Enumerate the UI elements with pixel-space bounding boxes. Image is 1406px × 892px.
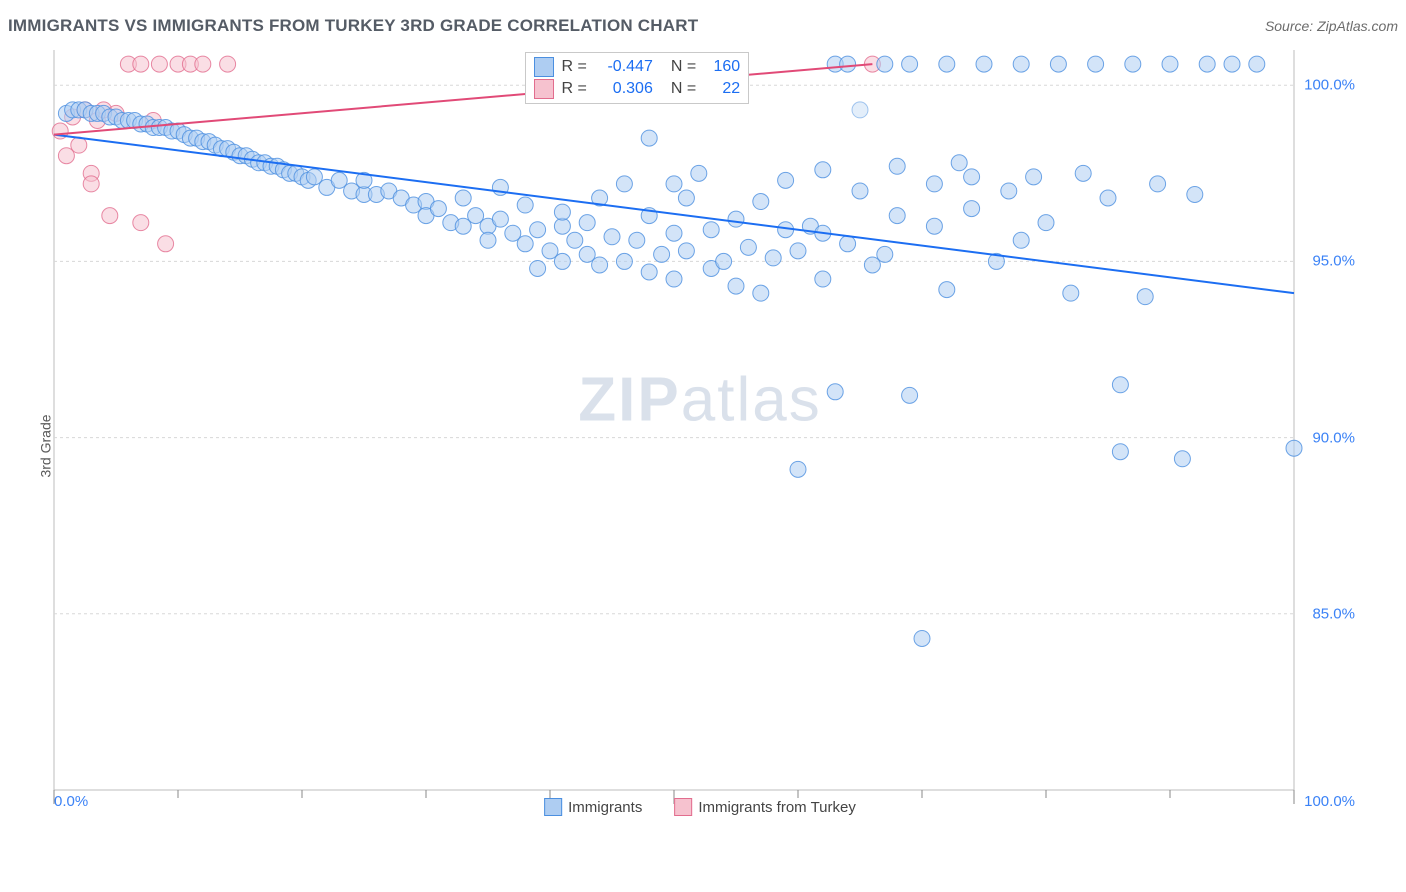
y-axis-tick-label: 85.0% — [1312, 605, 1355, 622]
legend-item: Immigrants — [544, 798, 642, 816]
legend-swatch — [544, 798, 562, 816]
scatter-plot-svg — [50, 46, 1350, 816]
legend-swatch — [674, 798, 692, 816]
bottom-legend: Immigrants Immigrants from Turkey — [544, 798, 856, 816]
stat-r-value: -0.447 — [595, 58, 653, 76]
chart-title: IMMIGRANTS VS IMMIGRANTS FROM TURKEY 3RD… — [8, 16, 698, 36]
stat-swatch — [534, 57, 554, 77]
stat-row: R = 0.306 N = 22 — [534, 79, 741, 99]
stat-n-value: 22 — [704, 80, 740, 98]
stat-n-value: 160 — [704, 58, 740, 76]
stat-swatch — [534, 79, 554, 99]
stat-r-label: R = — [562, 58, 587, 76]
stat-n-label: N = — [671, 58, 696, 76]
source-attribution: Source: ZipAtlas.com — [1265, 18, 1398, 34]
y-axis-tick-label: 95.0% — [1312, 253, 1355, 270]
legend-label: Immigrants — [568, 799, 642, 816]
stat-r-label: R = — [562, 80, 587, 98]
x-axis-min-label: 0.0% — [54, 793, 88, 810]
chart-container: ZIPatlas R =-0.447N =160R =0.306N =22 85… — [50, 46, 1350, 816]
x-axis-max-label: 100.0% — [1304, 793, 1355, 810]
stat-n-label: N = — [671, 80, 696, 98]
stat-r-value: 0.306 — [595, 80, 653, 98]
legend-item: Immigrants from Turkey — [674, 798, 856, 816]
correlation-stats-box: R = -0.447 N = 160 R = 0.306 N = 22 — [525, 52, 750, 104]
legend-label: Immigrants from Turkey — [698, 799, 856, 816]
y-axis-tick-label: 100.0% — [1304, 77, 1355, 94]
stat-row: R = -0.447 N = 160 — [534, 57, 741, 77]
y-axis-tick-label: 90.0% — [1312, 429, 1355, 446]
